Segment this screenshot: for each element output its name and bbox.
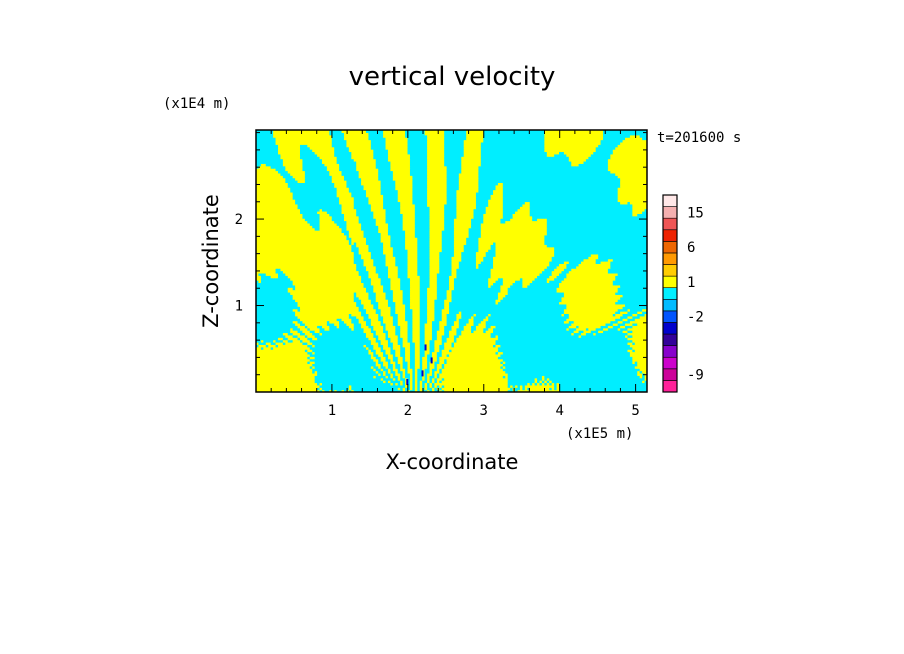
velocity-field: [256, 130, 648, 393]
y-unit-label: (x1E4 m): [163, 96, 230, 112]
time-label: t=201600 s: [657, 130, 741, 146]
chart-title: vertical velocity: [349, 62, 556, 92]
